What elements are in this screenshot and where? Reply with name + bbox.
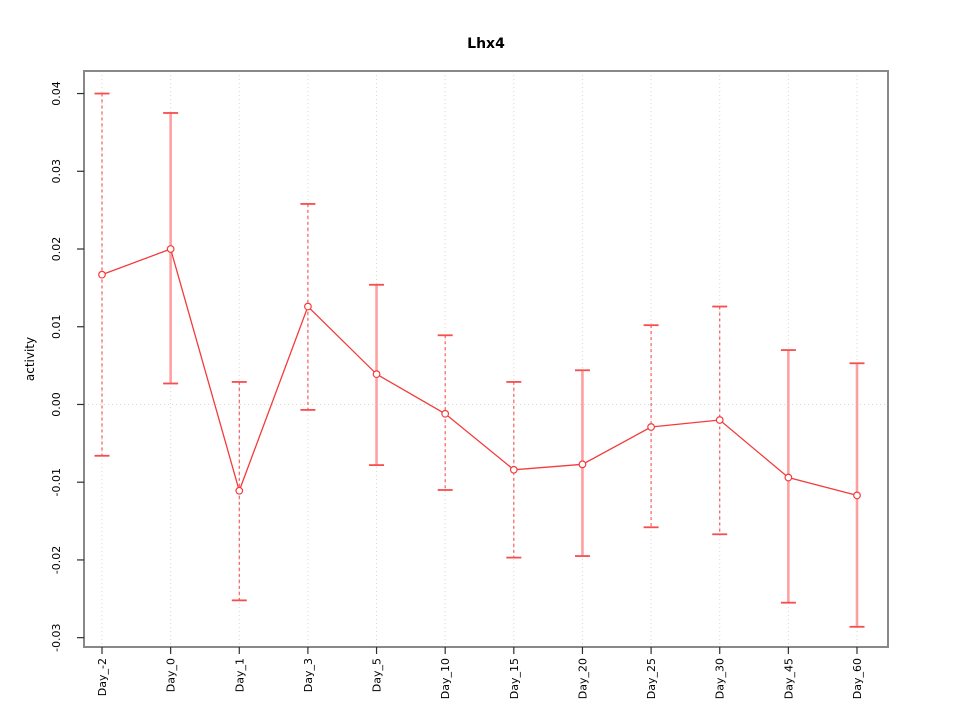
y-tick-label: 0.03: [50, 159, 63, 184]
data-point: [647, 423, 655, 431]
data-point: [372, 370, 381, 379]
data-point: [304, 302, 312, 311]
x-tick-label: Day_60: [851, 658, 864, 699]
x-tick-label: Day_15: [508, 658, 521, 699]
x-tick-label: Day_3: [302, 658, 315, 692]
x-tick-label: Day_25: [645, 658, 658, 699]
data-point: [166, 245, 175, 253]
x-tick-label: Day_10: [439, 658, 452, 699]
y-tick-label: 0.01: [50, 314, 63, 339]
y-tick-label: 0.00: [50, 392, 63, 417]
x-tick-label: Day_20: [576, 658, 589, 699]
data-point: [853, 491, 861, 500]
data-point: [784, 473, 793, 482]
y-tick-label: 0.04: [50, 81, 63, 106]
x-tick-label: Day_45: [782, 658, 795, 699]
x-tick-label: Day_-2: [96, 658, 109, 696]
x-tick-label: Day_0: [165, 658, 178, 692]
data-point: [715, 416, 724, 424]
y-tick-label: 0.02: [50, 237, 63, 262]
data-point: [578, 460, 587, 469]
x-tick-label: Day_30: [714, 658, 727, 699]
chart-title: Lhx4: [467, 36, 505, 52]
x-tick-label: Day_1: [233, 658, 246, 692]
data-point: [98, 270, 106, 279]
series-line: [101, 248, 858, 497]
x-tick-label: Day_5: [371, 658, 384, 692]
data-point: [509, 465, 518, 474]
plot-border: [83, 70, 889, 648]
y-tick-label: -0.01: [50, 468, 63, 496]
data-point: [235, 486, 244, 495]
y-tick-label: -0.03: [50, 623, 63, 651]
data-point: [441, 409, 450, 418]
y-axis-label: activity: [23, 336, 37, 382]
y-tick-label: -0.02: [50, 546, 63, 574]
